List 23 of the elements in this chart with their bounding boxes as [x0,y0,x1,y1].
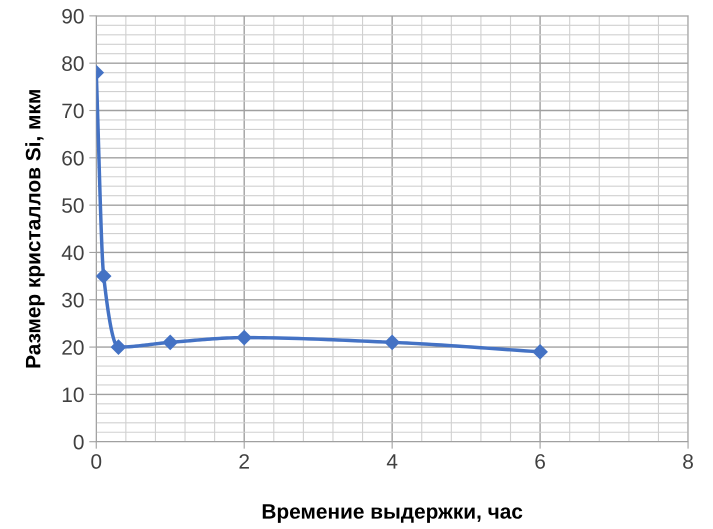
y-tick-label: 60 [62,150,84,166]
point [384,334,400,350]
y-tick-label: 50 [62,198,84,213]
x-tick-label: 2 [239,454,249,469]
x-tick-label: 4 [386,454,398,469]
x-tick-label: 6 [535,454,545,469]
y-tick-label: 90 [62,8,84,24]
y-tick-label: 0 [74,434,84,450]
point [162,334,178,350]
point [236,330,252,346]
y-tick-label: 10 [62,387,84,402]
y-tick-label: 80 [62,56,84,71]
y-tick-label: 70 [62,104,84,118]
x-tick-label: 0 [91,454,102,469]
x-axis-title: Времение выдержки, час [262,504,522,523]
x-tick-label: 8 [683,454,693,469]
point [96,268,112,284]
y-tick-label: 40 [62,245,84,260]
y-tick-label: 20 [62,340,84,355]
point [532,344,548,360]
y-tick-label: 30 [62,292,84,308]
point [110,340,126,355]
y-axis-title: Размер кристаллов Si, мкм [25,90,45,368]
